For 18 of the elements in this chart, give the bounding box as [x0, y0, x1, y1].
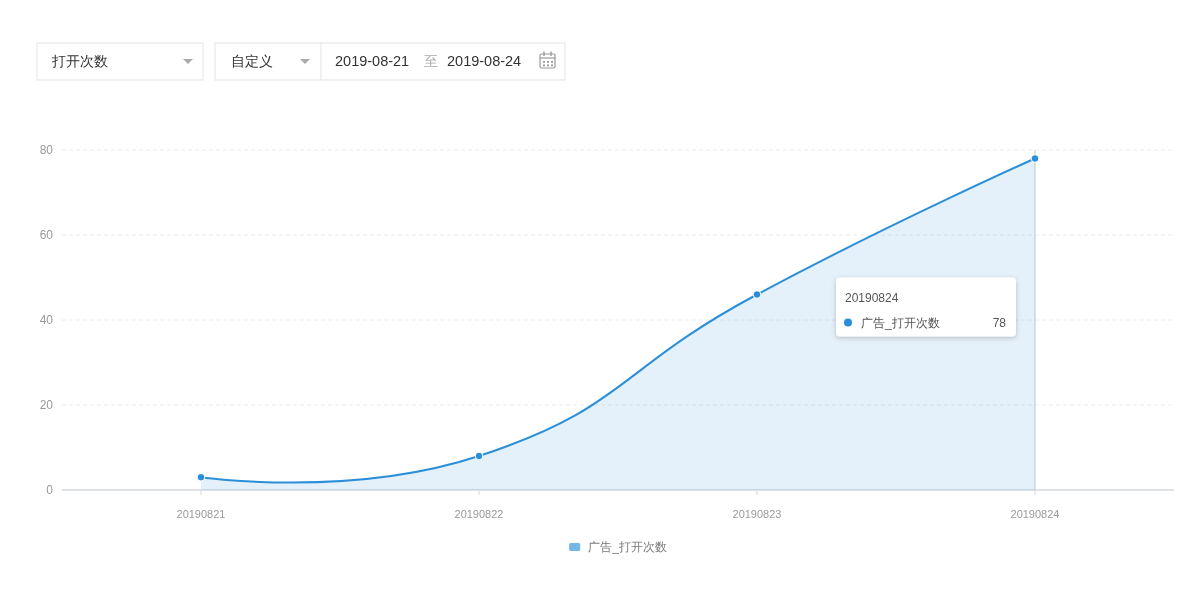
- y-tick-label: 20: [39, 398, 53, 412]
- x-tick-label: 20190822: [454, 508, 504, 520]
- tooltip-series: 广告_打开次数: [861, 315, 940, 330]
- y-tick-label: 0: [46, 483, 53, 497]
- control-text: 至: [424, 53, 438, 69]
- x-tick-label: 20190823: [732, 508, 782, 520]
- legend-label: 广告_打开次数: [588, 540, 667, 554]
- tooltip-value: 78: [992, 315, 1006, 330]
- tooltip-header: 20190824: [845, 290, 899, 305]
- x-tick-label: 20190821: [176, 508, 226, 520]
- y-tick-label: 80: [39, 143, 53, 157]
- control-text: 自定义: [231, 53, 273, 69]
- y-tick-label: 40: [39, 313, 53, 327]
- x-tick-label: 20190824: [1010, 508, 1060, 520]
- control-text: 2019-08-21: [335, 53, 410, 69]
- control-text: 2019-08-24: [447, 53, 522, 69]
- y-tick-label: 60: [39, 228, 53, 242]
- control-text: 打开次数: [52, 53, 108, 69]
